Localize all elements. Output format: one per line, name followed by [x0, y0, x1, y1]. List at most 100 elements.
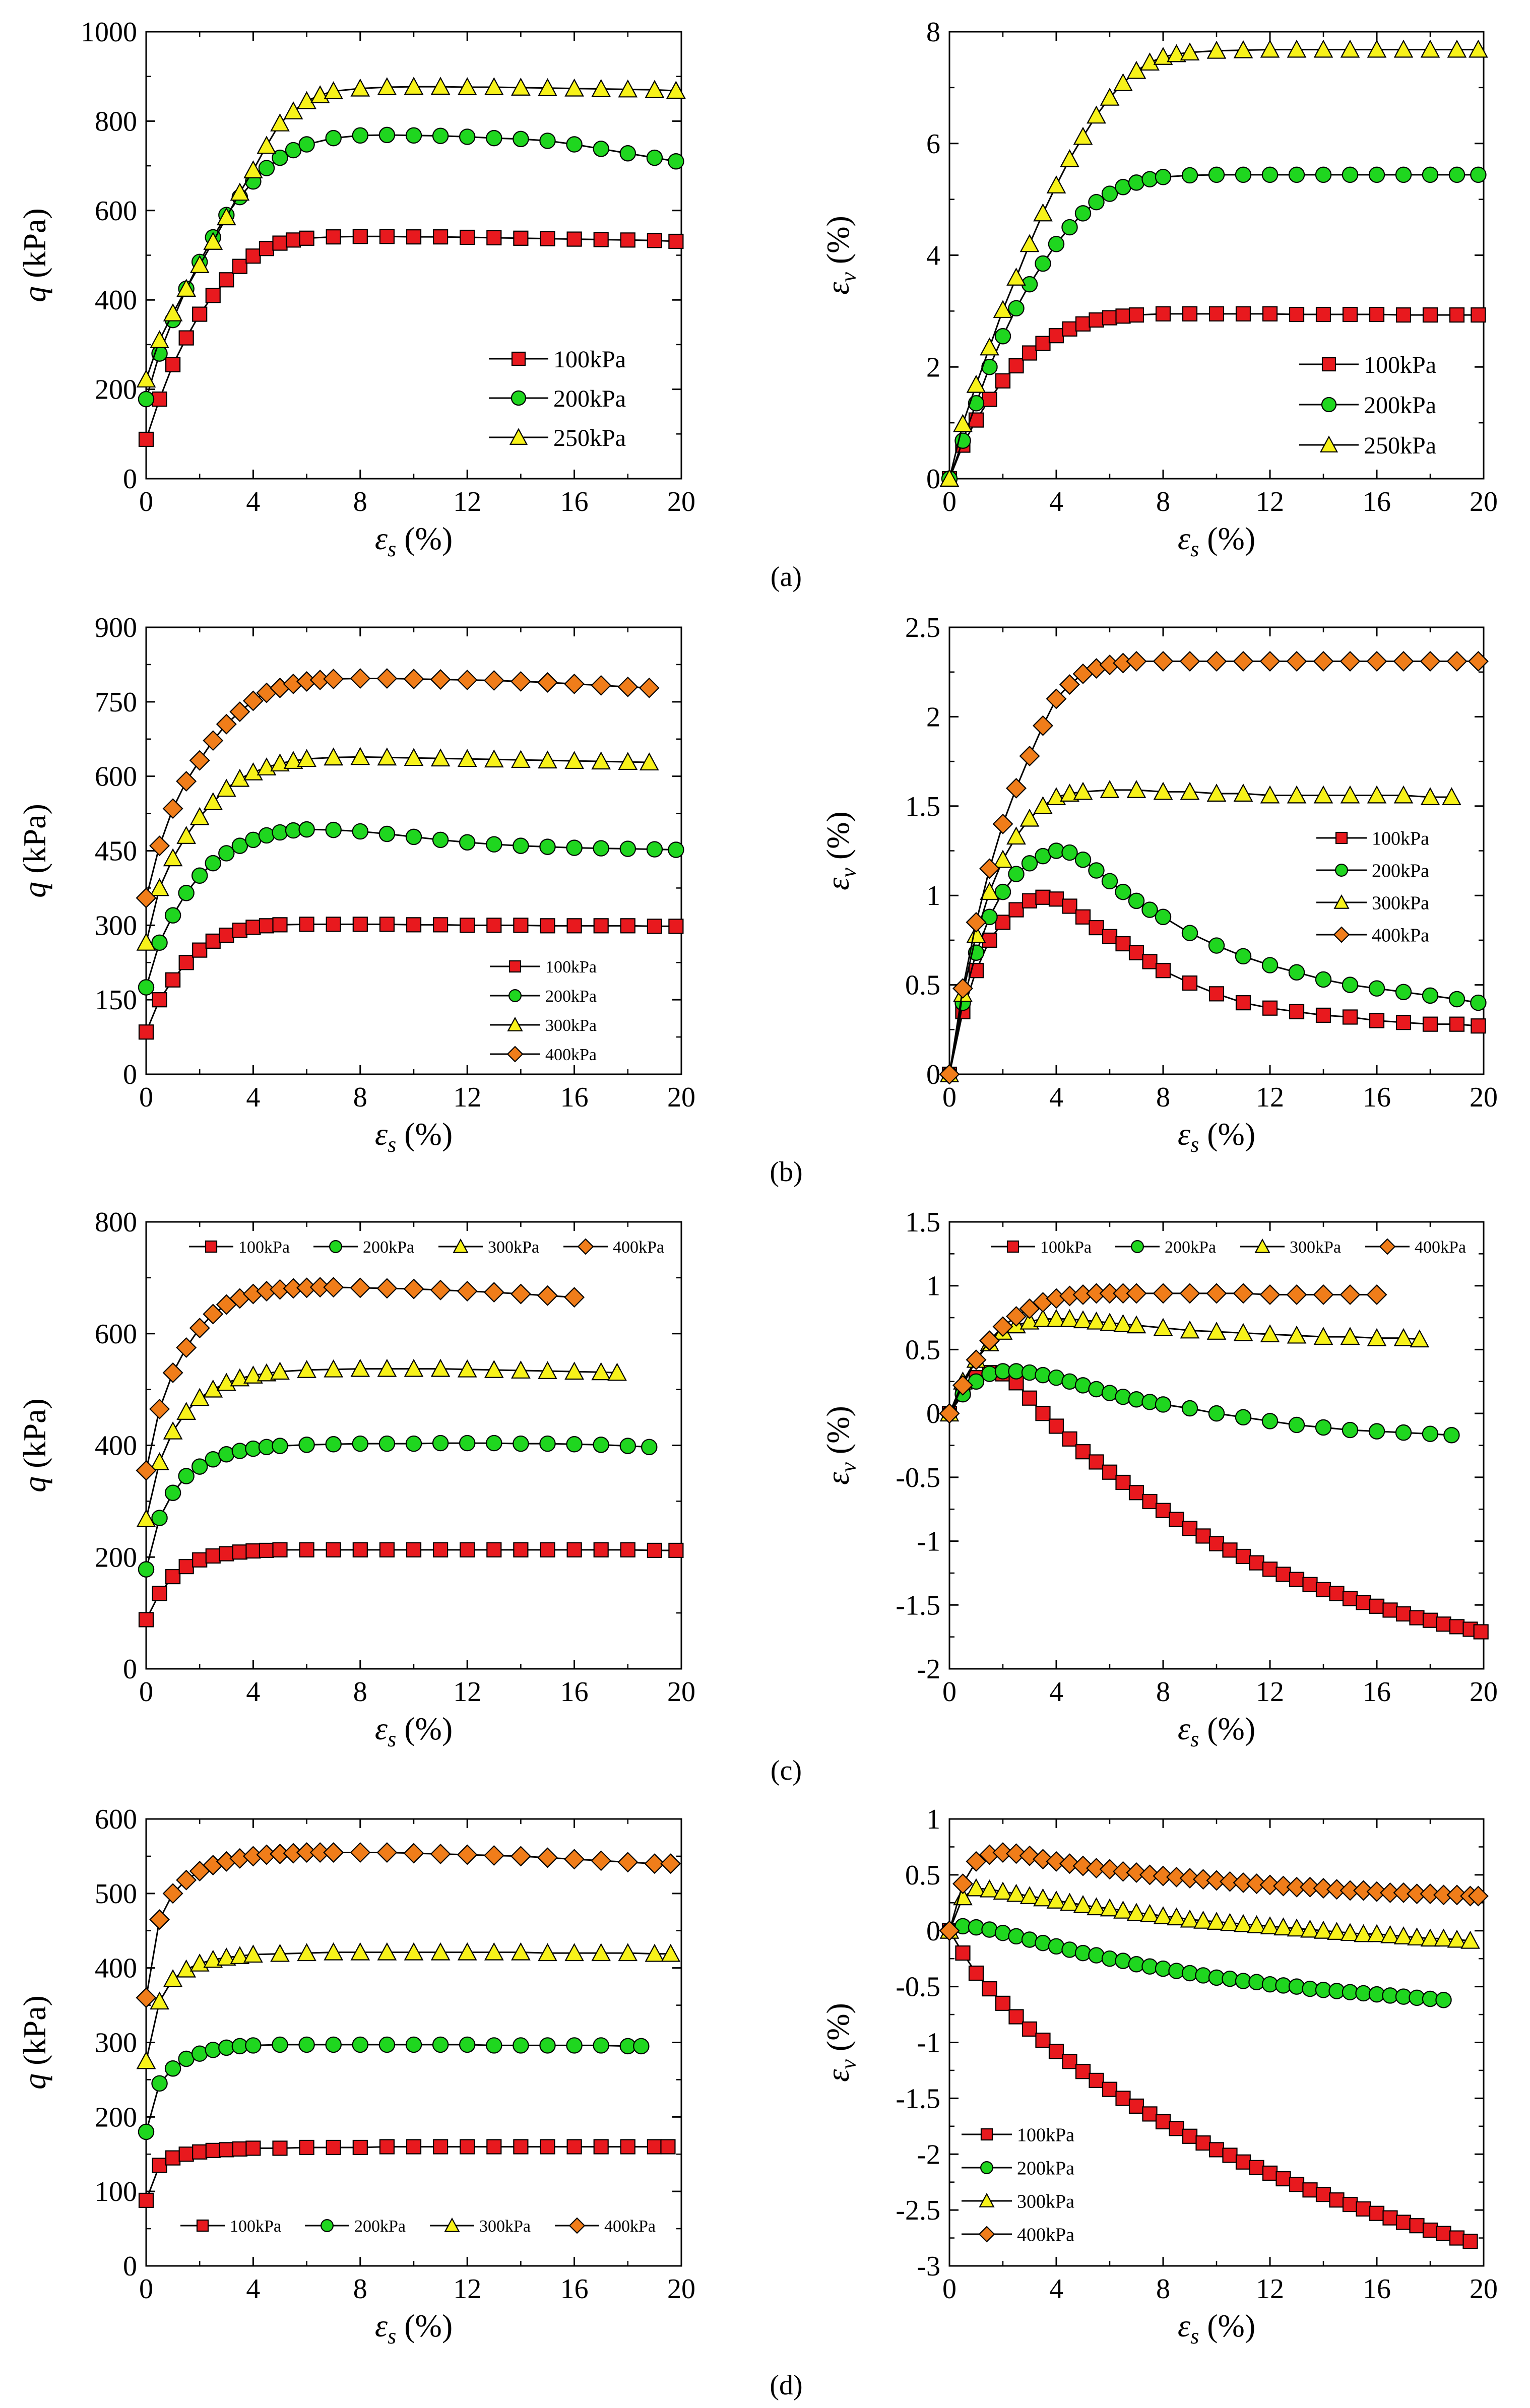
data-point — [1075, 1945, 1091, 1961]
data-point — [179, 1468, 194, 1483]
data-point — [1062, 1942, 1077, 1957]
data-point — [1170, 1512, 1184, 1526]
data-point — [1369, 167, 1384, 182]
data-point — [1009, 2009, 1024, 2024]
data-point — [380, 2139, 394, 2154]
data-point — [1277, 2172, 1291, 2186]
data-point — [258, 137, 275, 153]
data-point — [1316, 307, 1330, 321]
data-point — [1316, 972, 1331, 987]
x-tick-label: 8 — [1156, 2273, 1170, 2305]
x-tick-label: 4 — [246, 486, 260, 517]
data-point — [324, 1278, 343, 1297]
data-point — [1036, 890, 1050, 904]
data-point — [1263, 1562, 1277, 1576]
chart-a-ev: 0 4 8 12 16 2002468εs (%)εv (%)100kPa200kPa25… — [820, 17, 1498, 561]
data-point — [1437, 2227, 1451, 2241]
data-point — [460, 2037, 475, 2052]
data-point — [300, 2140, 314, 2155]
data-point — [1357, 1595, 1371, 1609]
data-point — [994, 851, 1012, 867]
data-point — [592, 676, 611, 695]
data-point — [540, 839, 555, 854]
data-point — [1287, 1285, 1306, 1305]
data-point — [1343, 1592, 1357, 1606]
data-point — [1236, 167, 1251, 182]
legend: 100kPa200kPa250kPa — [489, 346, 626, 451]
x-tick-label: 0 — [942, 1676, 957, 1708]
data-point — [1209, 307, 1224, 321]
data-point — [1249, 1975, 1264, 1990]
x-tick-label: 16 — [560, 486, 589, 517]
data-point — [433, 1436, 448, 1451]
data-point — [460, 1543, 474, 1557]
data-point — [1062, 845, 1077, 860]
legend-marker — [1336, 832, 1347, 843]
series-line — [146, 2045, 641, 2132]
data-point — [379, 1436, 395, 1451]
legend-marker — [1335, 864, 1348, 876]
data-point — [514, 2139, 528, 2154]
x-axis-title: εs (%) — [1178, 520, 1255, 561]
panel-label: (a) — [771, 561, 802, 593]
data-point — [351, 1843, 370, 1862]
x-tick-label: 12 — [453, 486, 481, 517]
data-point — [1316, 1583, 1330, 1597]
y-tick-label: 600 — [95, 196, 137, 227]
data-point — [1022, 1365, 1037, 1380]
legend-marker — [1131, 1241, 1143, 1253]
data-point — [1062, 220, 1077, 235]
x-tick-label: 8 — [1156, 1082, 1170, 1113]
data-point — [150, 836, 169, 856]
data-point — [486, 1436, 501, 1451]
data-point — [233, 259, 247, 274]
data-point — [514, 918, 528, 932]
series-200kPa — [139, 822, 684, 995]
data-point — [1035, 1368, 1050, 1383]
legend-entry: 250kPa — [1299, 432, 1436, 459]
y-tick-label: 0 — [926, 464, 940, 495]
data-point — [1236, 2155, 1250, 2169]
data-point — [1289, 1417, 1304, 1433]
data-point — [272, 1438, 287, 1453]
data-point — [513, 838, 528, 854]
data-point — [1290, 1573, 1304, 1587]
data-point — [299, 137, 314, 152]
data-point — [1236, 949, 1251, 964]
data-point — [206, 934, 220, 948]
y-tick-label: 200 — [95, 374, 137, 406]
data-point — [1129, 1485, 1143, 1500]
x-axis-title: εs (%) — [375, 1116, 453, 1157]
data-point — [259, 160, 274, 175]
data-point — [165, 1485, 180, 1501]
data-point — [1463, 2234, 1478, 2248]
data-point — [618, 1853, 638, 1872]
data-point — [541, 919, 555, 933]
y-tick-label: 400 — [95, 1953, 137, 1984]
legend: 100kPa200kPa300kPa400kPa — [991, 1238, 1466, 1257]
legend-marker — [512, 352, 525, 365]
data-point — [1102, 874, 1117, 889]
data-point — [1209, 987, 1224, 1001]
data-point — [1410, 1611, 1424, 1625]
data-point — [1207, 652, 1226, 671]
data-point — [1396, 1607, 1411, 1621]
data-point — [245, 1441, 261, 1456]
data-point — [1035, 256, 1050, 271]
data-point — [206, 856, 221, 871]
legend-entry: 250kPa — [489, 425, 626, 451]
data-point — [1076, 2064, 1090, 2078]
data-point — [1303, 2183, 1317, 2197]
data-point — [377, 1843, 397, 1862]
legend-entry: 300kPa — [1240, 1238, 1341, 1257]
data-point — [406, 1436, 421, 1451]
data-point — [1009, 903, 1024, 917]
data-point — [1383, 1603, 1397, 1617]
x-tick-label: 4 — [246, 2273, 260, 2305]
data-point — [996, 915, 1010, 929]
legend-label: 100kPa — [553, 346, 626, 373]
data-point — [514, 1543, 528, 1557]
data-point — [353, 824, 368, 839]
data-point — [163, 799, 182, 818]
data-point — [647, 150, 662, 165]
